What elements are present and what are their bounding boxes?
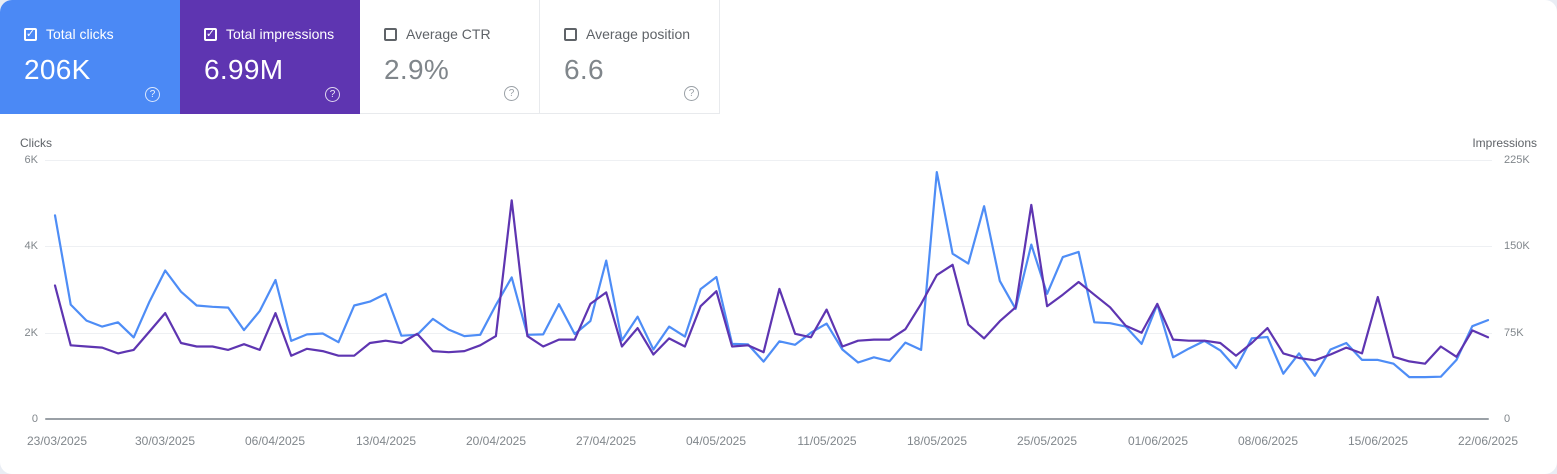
y-axis-tick-right: 150K bbox=[1504, 240, 1530, 252]
x-axis-line bbox=[45, 418, 1489, 420]
checkbox-average-position-unchecked-icon[interactable] bbox=[564, 27, 577, 41]
card-total-impressions-label: Total impressions bbox=[226, 26, 335, 42]
x-axis-tick: 27/04/2025 bbox=[575, 434, 637, 448]
y-axis-tick-left: 0 bbox=[31, 413, 38, 425]
card-average-ctr[interactable]: Average CTR 2.9% ? bbox=[360, 0, 540, 114]
x-axis-tick: 04/05/2025 bbox=[685, 434, 747, 448]
x-axis-tick: 06/04/2025 bbox=[244, 434, 306, 448]
y-axis-tick-right: 225K bbox=[1504, 154, 1530, 166]
x-axis-tick: 01/06/2025 bbox=[1127, 434, 1189, 448]
help-icon[interactable]: ? bbox=[145, 87, 160, 102]
x-axis-tick: 08/06/2025 bbox=[1237, 434, 1299, 448]
card-total-impressions[interactable]: ✓ Total impressions 6.99M ? bbox=[180, 0, 360, 114]
y-axis-tick-right: 75K bbox=[1504, 327, 1524, 339]
checkbox-average-ctr-unchecked-icon[interactable] bbox=[384, 27, 397, 41]
card-average-ctr-label: Average CTR bbox=[406, 26, 491, 42]
gridline bbox=[45, 160, 1492, 161]
x-axis-tick: 25/05/2025 bbox=[1016, 434, 1078, 448]
checkbox-total-clicks-checked-icon[interactable]: ✓ bbox=[24, 27, 37, 41]
help-icon[interactable]: ? bbox=[504, 86, 519, 101]
help-icon[interactable]: ? bbox=[325, 87, 340, 102]
x-axis-tick: 20/04/2025 bbox=[465, 434, 527, 448]
y-axis-tick-left: 6K bbox=[24, 154, 38, 166]
card-average-position-value: 6.6 bbox=[564, 54, 604, 85]
chart-plot-area[interactable] bbox=[45, 155, 1492, 420]
x-axis-tick: 18/05/2025 bbox=[906, 434, 968, 448]
y-axis-tick-right: 0 bbox=[1504, 413, 1511, 425]
x-axis-tick: 22/06/2025 bbox=[1457, 434, 1519, 448]
card-total-impressions-value: 6.99M bbox=[204, 54, 284, 85]
x-axis-tick: 23/03/2025 bbox=[26, 434, 88, 448]
card-total-clicks[interactable]: ✓ Total clicks 206K ? bbox=[0, 0, 180, 114]
right-axis-title: Impressions bbox=[1472, 136, 1537, 150]
left-axis-title: Clicks bbox=[20, 136, 52, 150]
x-axis-tick: 11/05/2025 bbox=[797, 434, 857, 448]
card-total-clicks-label: Total clicks bbox=[46, 26, 114, 42]
help-icon[interactable]: ? bbox=[684, 86, 699, 101]
card-average-position-label: Average position bbox=[586, 26, 691, 42]
x-axis-tick: 13/04/2025 bbox=[355, 434, 417, 448]
x-axis-tick: 15/06/2025 bbox=[1347, 434, 1409, 448]
card-average-ctr-value: 2.9% bbox=[384, 54, 450, 85]
metric-cards-row: ✓ Total clicks 206K ? ✓ Total impression… bbox=[0, 0, 720, 114]
y-axis-tick-left: 4K bbox=[24, 240, 38, 252]
y-axis-tick-left: 2K bbox=[24, 327, 38, 339]
checkbox-total-impressions-checked-icon[interactable]: ✓ bbox=[204, 27, 217, 41]
x-axis-tick: 30/03/2025 bbox=[134, 434, 196, 448]
card-total-clicks-value: 206K bbox=[24, 54, 91, 85]
card-average-position[interactable]: Average position 6.6 ? bbox=[540, 0, 720, 114]
